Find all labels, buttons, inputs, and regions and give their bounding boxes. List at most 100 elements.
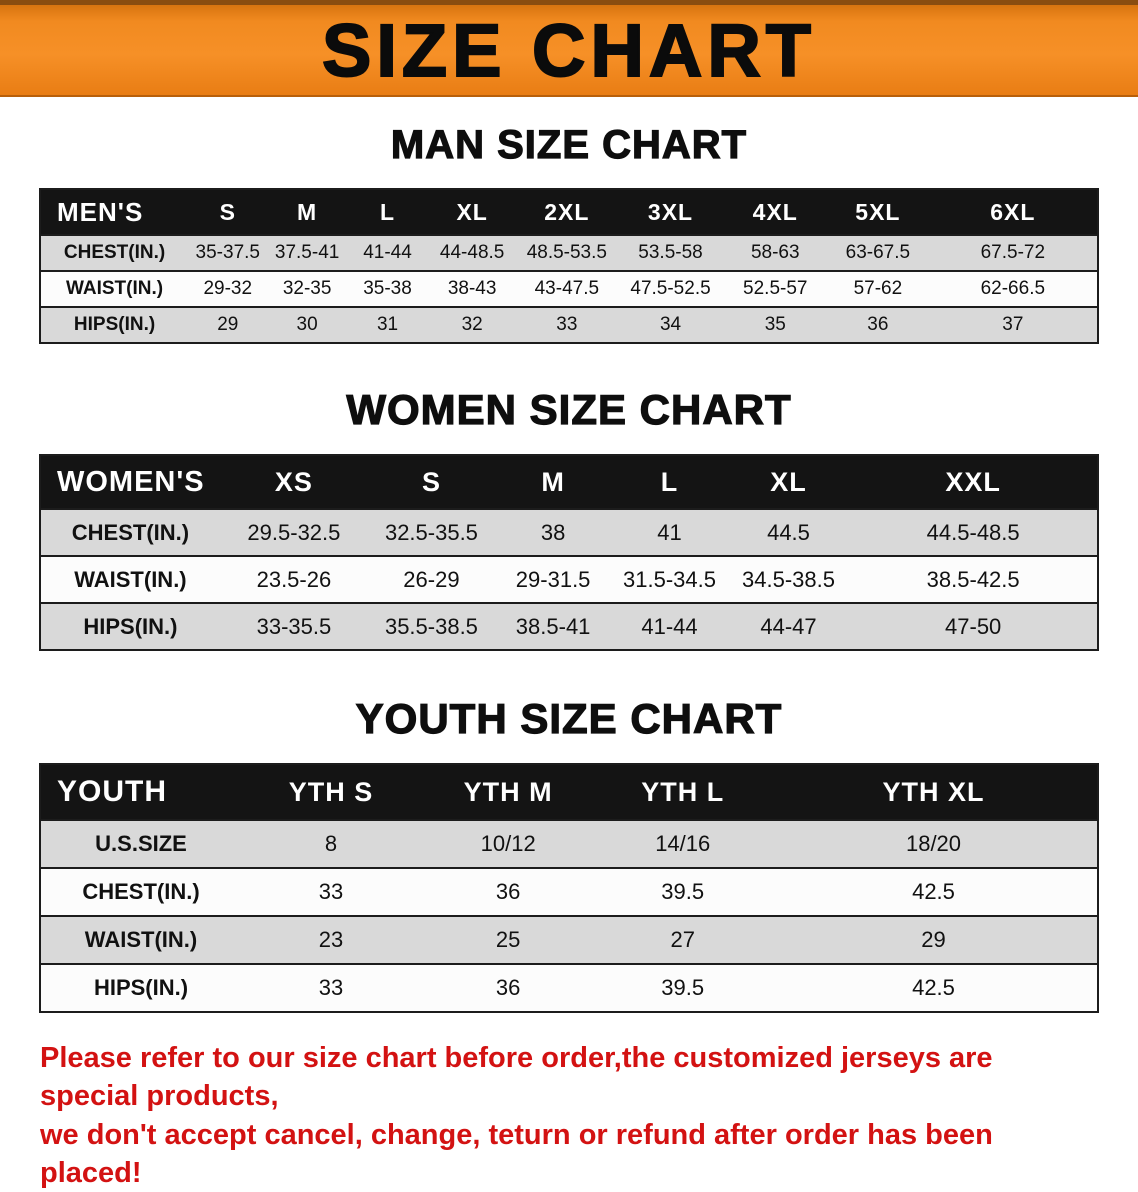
size-value: 18/20 [905,831,962,856]
disclaimer-text: Please refer to our size chart before or… [40,1039,1098,1192]
size-value: 25 [495,927,521,952]
size-value: 31 [376,314,399,335]
table-header-row: YOUTH YTH S YTH M YTH L YTH XL [40,764,1098,820]
size-value: 35.5-38.5 [384,613,478,639]
row-label: U.S.SIZE [95,831,187,856]
size-value: 36 [867,314,889,335]
size-value: 62-66.5 [980,278,1046,299]
size-value: 42.5 [912,879,955,904]
size-value: 34.5-38.5 [742,566,835,592]
size-value: 44-47 [760,613,817,639]
table-corner-label: MEN'S [57,196,144,227]
page-title: SIZE CHART [321,8,816,93]
banner-top-strip [0,0,1138,5]
size-value: 35-38 [363,278,412,299]
table-row: WAIST(IN.) 23 25 27 29 [40,916,1098,964]
disclaimer-line-1: Please refer to our size chart before or… [40,1042,993,1113]
size-value: 23.5-26 [256,566,332,592]
size-value: 32-35 [282,278,332,299]
size-value: 35 [764,314,786,335]
column-header: 6XL [990,198,1036,225]
size-value: 41 [657,519,682,545]
row-label: CHEST(IN.) [71,519,190,545]
column-header: L [660,466,679,497]
size-value: 33 [318,879,344,904]
table-row: CHEST(IN.) 35-37.5 37.5-41 41-44 44-48.5… [40,235,1098,271]
row-label: WAIST(IN.) [84,927,198,952]
column-header: 4XL [752,198,798,225]
size-value: 39.5 [661,879,705,904]
column-header: L [379,198,396,225]
table-row: U.S.SIZE 8 10/12 14/16 18/20 [40,820,1098,868]
column-header: XL [770,466,807,497]
size-value: 34 [659,314,682,335]
size-value: 33-35.5 [256,613,332,639]
size-value: 48.5-53.5 [526,242,607,263]
men-size-table: MEN'S S M L XL 2XL 3XL 4XL 5XL 6XL CHEST… [39,188,1099,344]
size-value: 8 [324,831,338,856]
row-label: CHEST(IN.) [63,242,166,263]
table-row: WAIST(IN.) 23.5-26 26-29 29-31.5 31.5-34… [40,556,1098,603]
column-header: YTH M [463,776,553,807]
table-row: HIPS(IN.) 33 36 39.5 42.5 [40,964,1098,1012]
size-value: 38-43 [447,278,497,299]
size-value: 38.5-42.5 [926,566,1020,592]
row-label: HIPS(IN.) [83,613,178,639]
size-value: 29 [217,314,239,335]
youth-section-heading: YOUTH SIZE CHART [355,694,783,742]
table-header-row: WOMEN'S XS S M L XL XXL [40,455,1098,509]
size-value: 52.5-57 [743,278,808,299]
size-value: 57-62 [853,278,903,299]
size-value: 47-50 [945,613,1002,639]
column-header: YTH S [288,776,374,807]
table-row: HIPS(IN.) 33-35.5 35.5-38.5 38.5-41 41-4… [40,603,1098,650]
disclaimer-line-2: we don't accept cancel, change, teturn o… [40,1118,993,1189]
row-label: WAIST(IN.) [74,566,187,592]
size-value: 10/12 [480,831,536,856]
youth-size-table: YOUTH YTH S YTH M YTH L YTH XL U.S.SIZE … [39,763,1099,1013]
row-label: WAIST(IN.) [66,278,164,299]
size-value: 29.5-32.5 [247,519,341,545]
row-label: CHEST(IN.) [82,879,200,904]
size-value: 32.5-35.5 [384,519,478,545]
column-header: 3XL [647,198,694,225]
column-header: YTH XL [882,776,985,807]
table-corner-label: WOMEN'S [57,465,205,498]
size-value: 38.5-41 [515,613,591,639]
size-value: 41-44 [641,613,698,639]
size-value: 44.5-48.5 [926,519,1020,545]
size-value: 43-47.5 [534,278,600,299]
column-header: M [297,198,318,225]
size-value: 29 [921,927,946,952]
size-value: 30 [296,314,318,335]
size-value: 47.5-52.5 [630,278,711,299]
size-value: 53.5-58 [638,242,703,263]
men-section-heading: MAN SIZE CHART [390,122,748,167]
table-row: CHEST(IN.) 29.5-32.5 32.5-35.5 38 41 44.… [40,509,1098,556]
column-header: M [541,466,565,497]
size-value: 37 [1002,314,1024,335]
size-value: 32 [461,314,483,335]
table-header-row: MEN'S S M L XL 2XL 3XL 4XL 5XL 6XL [40,189,1098,235]
size-value: 37.5-41 [274,242,340,263]
size-value: 38 [540,519,566,545]
table-corner-label: YOUTH [57,775,167,808]
size-value: 35-37.5 [195,242,260,263]
size-value: 44-48.5 [439,242,505,263]
column-header: S [421,466,441,497]
column-header: 2XL [544,198,590,225]
women-size-table: WOMEN'S XS S M L XL XXL CHEST(IN.) 29.5-… [39,454,1099,651]
size-value: 29-32 [203,278,253,299]
size-value: 33 [556,314,578,335]
size-value: 36 [495,975,521,1000]
column-header: XL [456,198,488,225]
size-value: 36 [495,879,521,904]
banner: SIZE CHART [0,5,1138,97]
table-row: HIPS(IN.) 29 30 31 32 33 34 35 36 37 [40,307,1098,343]
table-row: CHEST(IN.) 33 36 39.5 42.5 [40,868,1098,916]
size-value: 58-63 [750,242,800,263]
size-value: 42.5 [912,975,955,1000]
size-value: 63-67.5 [845,242,911,263]
size-value: 29-31.5 [515,566,591,592]
